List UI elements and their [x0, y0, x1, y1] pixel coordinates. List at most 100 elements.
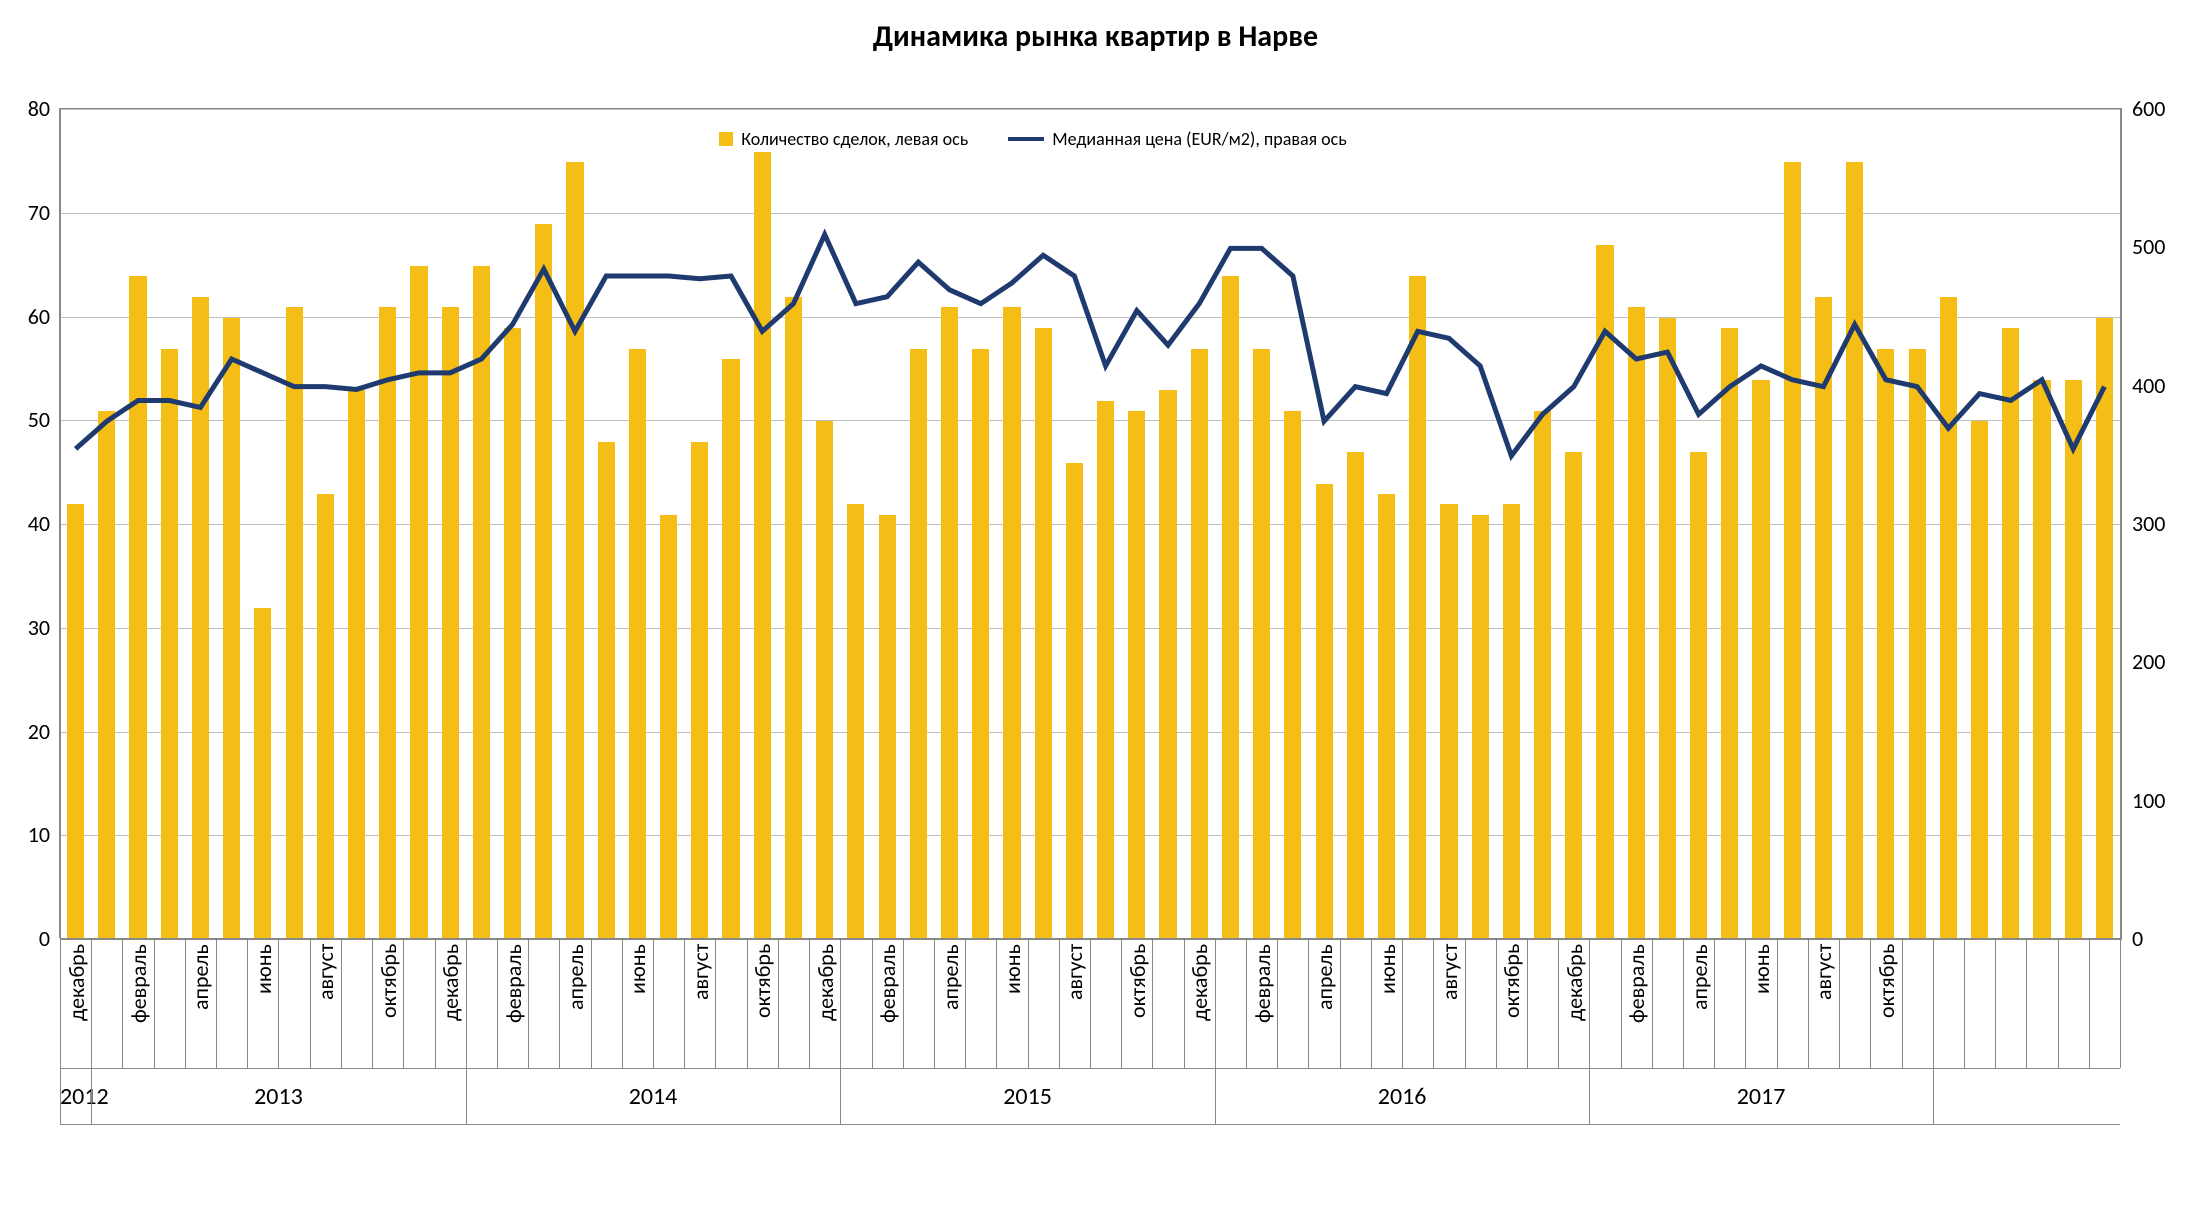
x-tick-tall: [1558, 938, 1559, 1068]
plot-area: [60, 108, 2122, 940]
x-month-label: декабрь: [1186, 944, 1213, 1064]
x-tick-tall: [1028, 938, 1029, 1068]
x-tick-tall: [1527, 938, 1528, 1068]
legend-label-bars: Количество сделок, левая ось: [741, 128, 968, 150]
x-tick-tall: [1839, 938, 1840, 1068]
x-month-label: февраль: [874, 944, 901, 1064]
x-tick-tall: [1059, 938, 1060, 1068]
x-tick-tall: [1433, 938, 1434, 1068]
y-left-tick-label: 30: [0, 614, 50, 641]
legend: Количество сделок, левая ось Медианная це…: [719, 128, 1347, 150]
chart-container: Динамика рынка квартир в Нарве 010203040…: [0, 0, 2191, 1221]
x-tick-tall: [403, 938, 404, 1068]
x-month-label: август: [1810, 944, 1837, 1064]
x-tick-tall: [934, 938, 935, 1068]
x-tick-tall: [310, 938, 311, 1068]
x-tick-tall: [1496, 938, 1497, 1068]
x-month-label: апрель: [937, 944, 964, 1064]
x-month-label: август: [1061, 944, 1088, 1064]
x-tick-tall: [1808, 938, 1809, 1068]
x-tick-tall: [715, 938, 716, 1068]
x-tick-tall: [1340, 938, 1341, 1068]
x-month-label: июнь: [1748, 944, 1775, 1064]
year-label: 2013: [91, 1082, 466, 1111]
y-left-tick-label: 70: [0, 199, 50, 226]
x-tick-tall: [653, 938, 654, 1068]
x-tick-tall: [1777, 938, 1778, 1068]
x-tick-tall: [1121, 938, 1122, 1068]
x-tick-tall: [1152, 938, 1153, 1068]
x-tick-tall: [216, 938, 217, 1068]
x-month-label: апрель: [1686, 944, 1713, 1064]
x-tick-tall: [965, 938, 966, 1068]
x-month-label: февраль: [500, 944, 527, 1064]
x-tick-tall: [1933, 938, 1934, 1068]
x-month-label: апрель: [187, 944, 214, 1064]
y-right-tick-label: 300: [2132, 510, 2165, 537]
x-tick-tall: [1745, 938, 1746, 1068]
x-tick-tall: [591, 938, 592, 1068]
y-left-tick-label: 0: [0, 925, 50, 952]
year-label: 2014: [466, 1082, 841, 1111]
x-month-label: июнь: [250, 944, 277, 1064]
x-month-label: февраль: [1623, 944, 1650, 1064]
x-tick-tall: [1589, 938, 1590, 1068]
year-row-line: [60, 1124, 2120, 1125]
x-month-label: август: [687, 944, 714, 1064]
x-tick-tall: [497, 938, 498, 1068]
x-tick-tall: [622, 938, 623, 1068]
x-tick-tall: [996, 938, 997, 1068]
legend-swatch-bar-icon: [719, 132, 733, 146]
x-tick-tall: [778, 938, 779, 1068]
y-right-tick-label: 100: [2132, 787, 2165, 814]
x-tick-tall: [91, 938, 92, 1068]
y-left-tick-label: 60: [0, 303, 50, 330]
x-month-label: февраль: [125, 944, 152, 1064]
x-tick-tall: [341, 938, 342, 1068]
x-month-label: октябрь: [749, 944, 776, 1064]
x-tick-tall: [1683, 938, 1684, 1068]
x-tick-tall: [872, 938, 873, 1068]
year-label: 2017: [1589, 1082, 1932, 1111]
line-series-layer: [60, 110, 2120, 940]
chart-title: Динамика рынка квартир в Нарве: [0, 18, 2191, 55]
month-row-line: [60, 1068, 2120, 1069]
x-tick-tall: [1402, 938, 1403, 1068]
x-tick-tall: [60, 938, 61, 1068]
x-month-label: апрель: [562, 944, 589, 1064]
legend-swatch-line-icon: [1008, 137, 1044, 141]
x-tick-tall: [1371, 938, 1372, 1068]
x-tick-tall: [1995, 938, 1996, 1068]
x-tick-tall: [1652, 938, 1653, 1068]
x-tick-tall: [1964, 938, 1965, 1068]
y-right-tick-label: 400: [2132, 372, 2165, 399]
x-month-label: октябрь: [375, 944, 402, 1064]
year-label: 2016: [1215, 1082, 1590, 1111]
y-left-tick-label: 80: [0, 95, 50, 122]
y-left-tick-label: 50: [0, 406, 50, 433]
y-left-tick-label: 40: [0, 510, 50, 537]
x-tick-tall: [278, 938, 279, 1068]
x-tick-tall: [1308, 938, 1309, 1068]
x-tick-tall: [684, 938, 685, 1068]
x-tick-tall: [435, 938, 436, 1068]
x-month-label: июнь: [624, 944, 651, 1064]
year-label: 2015: [840, 1082, 1215, 1111]
legend-item-line: Медианная цена (EUR/м2), правая ось: [1008, 128, 1347, 150]
x-tick-tall: [1090, 938, 1091, 1068]
x-tick-tall: [1246, 938, 1247, 1068]
x-tick-tall: [2089, 938, 2090, 1068]
x-tick-tall: [809, 938, 810, 1068]
x-tick-tall: [2058, 938, 2059, 1068]
x-tick-tall: [2026, 938, 2027, 1068]
x-tick-tall: [466, 938, 467, 1068]
x-month-label: декабрь: [1561, 944, 1588, 1064]
y-right-tick-label: 200: [2132, 648, 2165, 675]
y-right-tick-label: 600: [2132, 95, 2165, 122]
y-left-tick-label: 20: [0, 718, 50, 745]
x-tick-tall: [247, 938, 248, 1068]
legend-label-line: Медианная цена (EUR/м2), правая ось: [1052, 128, 1347, 150]
x-month-label: август: [1436, 944, 1463, 1064]
median-price-line: [76, 235, 2105, 456]
x-tick-tall: [122, 938, 123, 1068]
